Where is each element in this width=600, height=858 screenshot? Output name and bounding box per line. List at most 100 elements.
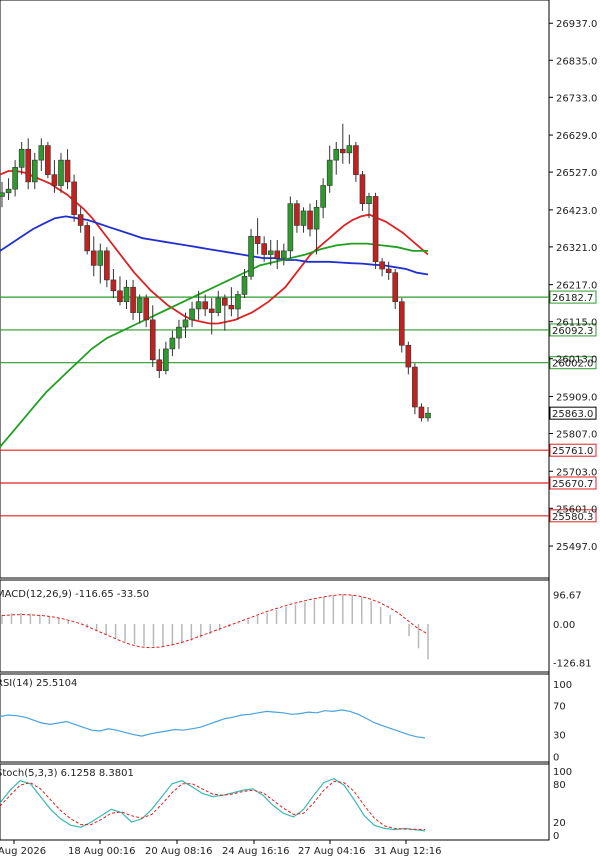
candle-body — [281, 250, 287, 259]
candle-body — [64, 159, 71, 183]
level-tag — [549, 443, 597, 457]
candle-body — [320, 185, 326, 208]
rsi-tick-label: 0 — [553, 752, 559, 763]
candle-body — [326, 159, 333, 186]
candle-body — [235, 294, 241, 310]
y-tick-label: 26115.0 — [556, 318, 597, 329]
candle-body — [58, 159, 64, 186]
y-tick-label: 26423.0 — [556, 206, 597, 217]
candle-body — [248, 236, 254, 277]
candle-body — [261, 243, 267, 255]
y-tick-label: 26217.0 — [556, 281, 597, 292]
candle-body — [398, 301, 405, 346]
stoch-d-line — [0, 780, 426, 830]
macd-signal-line — [1, 594, 429, 649]
candle-body — [143, 297, 149, 321]
y-tick-label: 26321.0 — [556, 243, 597, 254]
candle-body — [418, 406, 425, 419]
candle-body — [294, 203, 300, 226]
candle-body — [97, 250, 104, 266]
x-tick-label: 13 Aug 2026 — [0, 846, 46, 857]
candle-body — [169, 337, 176, 350]
candle-body — [353, 145, 359, 175]
price-panel — [0, 0, 550, 579]
x-tick-label: 31 Aug 12:16 — [374, 846, 441, 857]
level-label: 25670.7 — [552, 479, 593, 490]
rsi-tick-label: 100 — [553, 680, 572, 691]
x-tick-label: 27 Aug 04:16 — [298, 846, 365, 857]
candle-body — [366, 196, 372, 204]
candle-body — [176, 326, 182, 339]
candle-body — [182, 319, 189, 328]
candle-body — [45, 145, 51, 175]
x-tick-label: 18 Aug 00:16 — [68, 846, 135, 857]
stoch-tick-label: 100 — [553, 767, 572, 778]
candle-body — [71, 181, 77, 215]
candle-body — [307, 210, 313, 230]
stoch-label: Stoch(5,3,3) 6.1258 8.3801 — [0, 768, 134, 779]
stoch-tick-label: 20 — [553, 818, 566, 829]
candle-body — [425, 412, 431, 419]
level-tag — [549, 290, 597, 304]
candle-body — [84, 225, 90, 252]
level-tag — [549, 323, 597, 337]
stoch-k-line — [0, 778, 426, 832]
axis-ticks: 26937.0 26835.0 26733.0 26629.0 26527.0 26423… — [549, 19, 597, 553]
candle-body — [313, 207, 320, 230]
candle-body — [5, 188, 12, 194]
candles — [0, 123, 431, 422]
candle-body — [392, 272, 399, 303]
candle-body — [346, 145, 353, 154]
macd-tick-label: 0.00 — [553, 620, 575, 631]
level-label: 25761.0 — [552, 446, 593, 457]
candle-body — [163, 348, 169, 371]
candle-body — [215, 297, 222, 313]
candle-body — [77, 214, 84, 226]
candle-body — [189, 308, 195, 321]
moving-average-line — [0, 242, 428, 448]
rsi-tick-label: 70 — [553, 702, 566, 713]
rsi-label: RSI(14) 25.5104 — [0, 678, 77, 689]
candle-body — [123, 286, 130, 303]
candle-body — [385, 268, 392, 273]
x-axis-labels: 13 Aug 2026 18 Aug 00:16 20 Aug 08:16 24 Au… — [0, 840, 441, 857]
candle-body — [136, 297, 143, 313]
candle-body — [300, 210, 307, 226]
level-tag — [549, 356, 597, 370]
y-tick-label: 25497.0 — [556, 542, 597, 553]
candle-body — [51, 174, 58, 186]
candle-body — [149, 319, 156, 361]
candle-body — [287, 203, 294, 252]
y-tick-label: 26527.0 — [556, 168, 597, 179]
macd-series: 96.67 0.00 -126.81 — [1, 591, 592, 669]
level-label: 25580.3 — [552, 512, 593, 523]
x-tick-label: 24 Aug 16:16 — [222, 846, 289, 857]
macd-tick-label: 96.67 — [553, 591, 582, 602]
stoch-tick-label: 0 — [553, 831, 559, 842]
stoch-tick-label: 80 — [553, 780, 566, 791]
candle-body — [372, 196, 379, 263]
candle-body — [359, 174, 366, 204]
y-tick-label: 26937.0 — [556, 19, 597, 30]
candle-body — [339, 148, 346, 154]
y-tick-label: 26835.0 — [556, 56, 597, 67]
current-price-label: 25863.0 — [552, 409, 593, 420]
stoch-series: 100 80 20 0 — [0, 767, 572, 842]
candle-body — [405, 344, 412, 368]
candle-body — [208, 308, 215, 313]
rsi-panel — [0, 673, 550, 763]
y-tick-label: 25703.0 — [556, 467, 597, 478]
candle-body — [222, 297, 228, 306]
candle-body — [333, 148, 340, 161]
current-price-tag — [549, 406, 597, 420]
y-tick-label: 25807.0 — [556, 429, 597, 440]
rsi-line — [0, 709, 426, 739]
macd-label: MACD(12,26,9) -116.65 -33.50 — [0, 589, 149, 600]
y-tick-label: 25601.0 — [556, 504, 597, 515]
candle-body — [267, 250, 274, 255]
rsi-tick-label: 30 — [553, 731, 566, 742]
macd-tick-label: -126.81 — [553, 658, 592, 669]
level-tag — [549, 476, 597, 490]
candle-body — [195, 301, 202, 310]
